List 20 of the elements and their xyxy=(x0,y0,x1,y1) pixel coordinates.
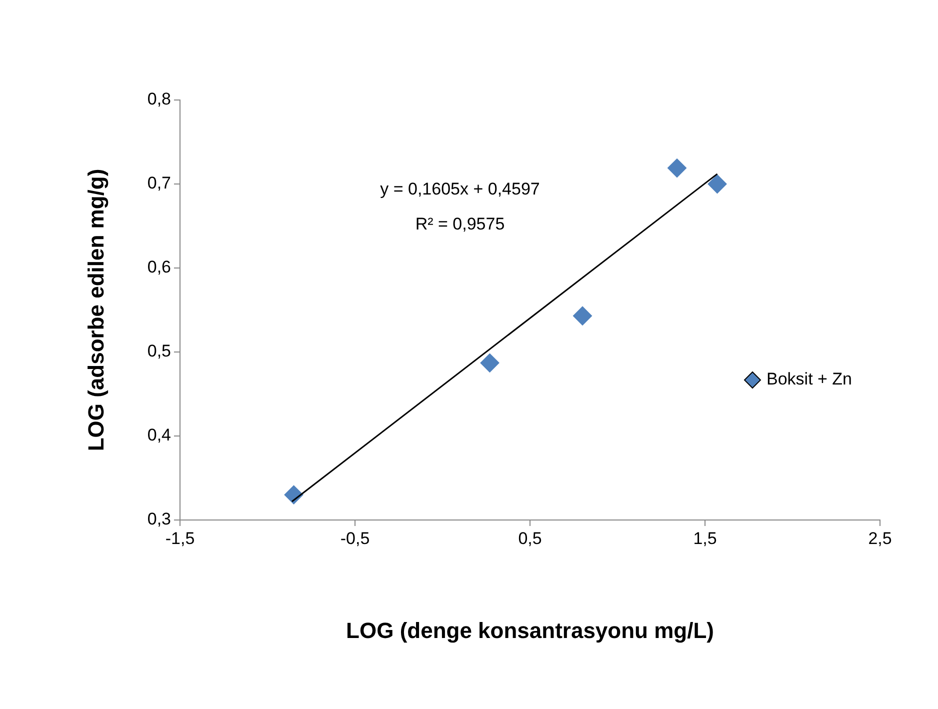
y-tick-label: 0,6 xyxy=(147,258,171,277)
x-tick-label: -1,5 xyxy=(165,528,195,548)
point xyxy=(480,353,500,372)
point xyxy=(668,158,686,178)
y-tick-label: 0,7 xyxy=(147,174,171,193)
point xyxy=(708,174,727,194)
x-tick-label: 0,5 xyxy=(518,528,542,548)
y-axis-title: LOG (adsorbe edilen mg/g) xyxy=(83,168,108,452)
y-tick-label: 0,4 xyxy=(147,426,171,445)
y-tick-label: 0,5 xyxy=(147,342,171,361)
x-tick-label: -0,5 xyxy=(340,528,370,548)
x-axis-title: LOG (denge konsantrasyonu mg/L) xyxy=(346,618,714,643)
y-tick-label: 0,3 xyxy=(147,510,171,529)
point xyxy=(573,306,592,326)
x-tick-label: 1,5 xyxy=(693,528,717,548)
y-tick-label: 0,8 xyxy=(147,90,171,109)
legend-label: Boksit + Zn xyxy=(766,370,852,389)
annotation: y = 0,1605x + 0,4597 xyxy=(380,180,540,199)
annotation: R² = 0,9575 xyxy=(415,214,505,234)
x-tick-label: 2,5 xyxy=(868,528,892,548)
